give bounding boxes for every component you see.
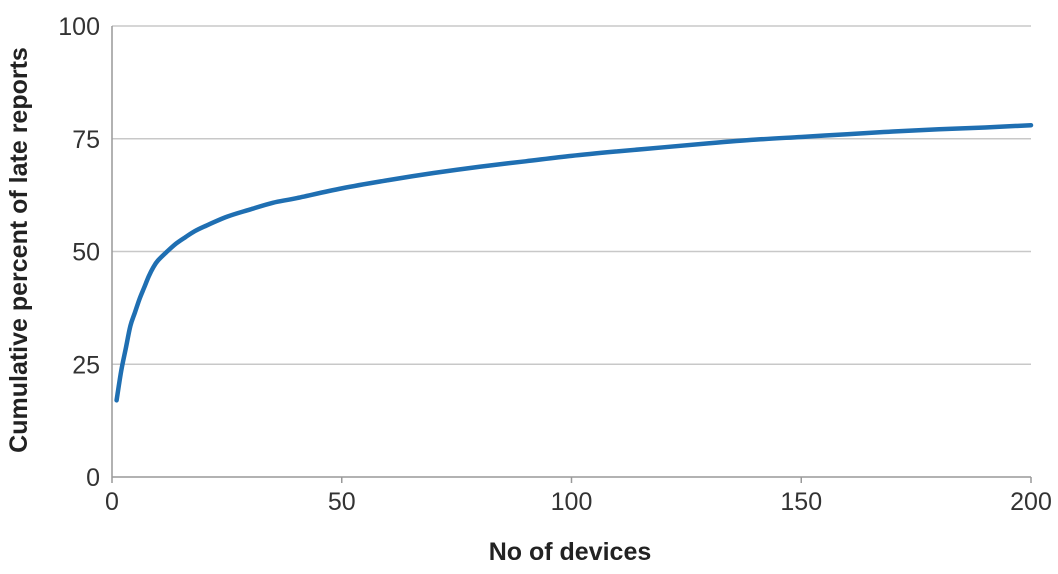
series-line-0 bbox=[114, 122, 1034, 403]
y-tick-label: 25 bbox=[72, 351, 100, 379]
x-tick-label: 150 bbox=[780, 488, 822, 516]
x-tick-label: 200 bbox=[1010, 488, 1052, 516]
y-axis-title: Cumulative percent of late reports bbox=[5, 47, 33, 453]
y-tick-label: 0 bbox=[86, 464, 100, 492]
x-tick-label: 100 bbox=[551, 488, 593, 516]
y-tick-label: 75 bbox=[72, 126, 100, 154]
axes bbox=[111, 26, 1032, 483]
series bbox=[114, 122, 1034, 403]
tick-labels: 0 25 50 75 100 0 50 100 150 200 bbox=[58, 13, 1052, 516]
x-tick-label: 50 bbox=[328, 488, 356, 516]
gridlines bbox=[112, 25, 1031, 365]
y-tick-label: 100 bbox=[58, 13, 100, 41]
y-tick-label: 50 bbox=[72, 239, 100, 267]
x-tick-label: 0 bbox=[105, 488, 119, 516]
x-axis-title: No of devices bbox=[489, 538, 652, 566]
